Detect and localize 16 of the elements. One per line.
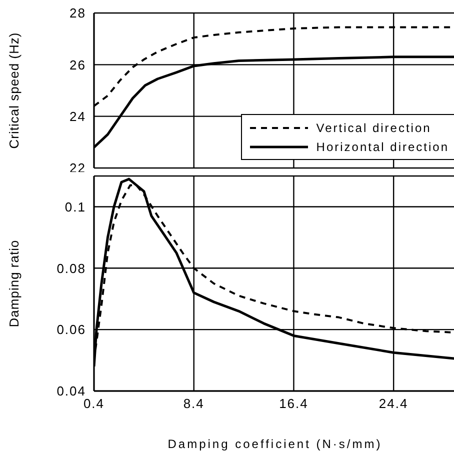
y-tick-label: 28 <box>70 6 86 21</box>
y-axis-title: Damping ratio <box>6 240 22 328</box>
y-axis-title: Critical speed (Hz) <box>6 32 22 149</box>
legend-label: Vertical direction <box>316 120 432 134</box>
x-axis-title: Damping coefficient (N·s/mm) <box>168 437 382 451</box>
y-tick-label: 0.1 <box>64 199 86 214</box>
y-tick-label: 26 <box>70 57 86 72</box>
y-tick-label: 0.08 <box>56 260 86 276</box>
legend-label: Horizontal direction <box>316 140 449 154</box>
x-tick-label: 0.4 <box>83 396 105 412</box>
x-tick-label: 16.4 <box>279 396 308 412</box>
y-tick-label: 24 <box>70 108 86 124</box>
x-tick-label: 24.4 <box>378 396 408 412</box>
y-tick-label: 0.04 <box>56 384 86 399</box>
y-tick-label: 0.06 <box>56 322 86 338</box>
x-tick-label: 8.4 <box>183 396 204 412</box>
